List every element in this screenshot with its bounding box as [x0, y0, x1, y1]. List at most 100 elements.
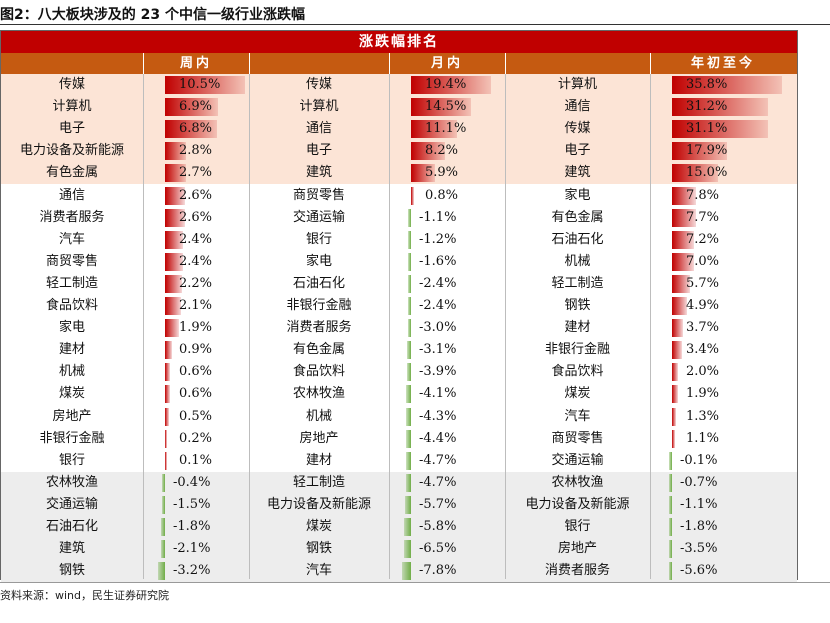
industry-name: 农林牧渔 [292, 386, 345, 402]
industry-name: 电子 [58, 121, 85, 137]
table-row: 计算机 6.9% 计算机 14.5% 通信 31.2% [1, 96, 797, 119]
value-cell: 6.8% [143, 118, 249, 140]
value-cell: 4.9% [650, 295, 797, 317]
value-label: -1.5% [173, 496, 211, 512]
industry-name: 煤炭 [305, 519, 332, 534]
source-note: 资料来源：wind，民生证券研究院 [0, 589, 170, 602]
industry-name: 计算机 [299, 99, 339, 115]
table-row: 石油石化 -1.8% 煤炭 -5.8% 银行 -1.8% [1, 516, 797, 538]
negative-bar [404, 495, 411, 514]
title-rule [0, 24, 830, 25]
value-cell: -5.6% [650, 560, 797, 582]
industry-name: 农林牧渔 [551, 474, 604, 490]
value-label: -3.1% [419, 342, 457, 358]
positive-bar [672, 341, 683, 360]
positive-bar [672, 230, 695, 249]
table-row: 通信 2.6% 商贸零售 0.8% 家电 7.8% [1, 185, 797, 207]
value-cell: -1.1% [650, 494, 797, 516]
industry-name: 石油石化 [292, 275, 345, 291]
negative-bar [669, 451, 672, 470]
header-divider [505, 53, 506, 74]
value-label: 7.0% [686, 253, 720, 269]
positive-bar [672, 319, 684, 338]
positive-bar [165, 230, 184, 249]
value-cell: 0.5% [143, 406, 249, 428]
industry-name: 传媒 [564, 121, 591, 137]
value-label: 0.8% [425, 187, 459, 203]
value-cell: 35.8% [650, 74, 797, 96]
negative-bar [669, 495, 672, 514]
value-cell: -0.7% [650, 472, 797, 494]
value-cell: 2.4% [143, 229, 249, 251]
value-cell: 1.9% [650, 383, 797, 405]
positive-bar [411, 98, 471, 117]
value-label: -3.2% [173, 563, 211, 579]
industry-name: 通信 [305, 121, 332, 137]
value-label: 3.7% [686, 320, 720, 336]
value-cell: 8.2% [389, 140, 505, 162]
value-cell: 7.8% [650, 185, 797, 207]
positive-bar [165, 429, 167, 448]
value-label: 2.7% [179, 165, 213, 181]
industry-name: 建筑 [58, 541, 85, 557]
table-row: 有色金属 2.7% 建筑 5.9% 建筑 15.0% [1, 162, 797, 185]
value-label: -5.6% [680, 563, 718, 579]
industry-name: 汽车 [58, 231, 85, 247]
value-label: 7.8% [686, 187, 720, 203]
positive-bar [165, 319, 180, 338]
industry-name: 银行 [564, 519, 591, 534]
value-label: -5.7% [419, 496, 457, 512]
negative-bar [408, 274, 411, 293]
industry-name: 家电 [564, 187, 591, 203]
positive-bar [672, 407, 676, 426]
value-cell: -6.5% [389, 538, 505, 560]
value-cell: 2.0% [650, 361, 797, 383]
industry-name: 有色金属 [551, 209, 604, 225]
value-label: -3.9% [419, 364, 457, 380]
value-label: 2.6% [179, 209, 213, 225]
positive-bar [165, 142, 187, 161]
ranking-table: 涨跌幅排名 周内 月内 年初至今 传媒 10.5% 传媒 19.4% 计算机 35.8% 计… [0, 30, 798, 583]
value-cell: 10.5% [143, 74, 249, 96]
table-row: 非银行金融 0.2% 房地产 -4.4% 商贸零售 1.1% [1, 428, 797, 450]
industry-name: 房地产 [52, 408, 92, 424]
industry-name: 煤炭 [58, 386, 85, 402]
bottom-rule [0, 582, 830, 583]
value-label: -1.8% [680, 519, 718, 534]
negative-bar [408, 208, 411, 227]
value-cell: 1.9% [143, 317, 249, 339]
industry-name: 农林牧渔 [45, 474, 98, 490]
industry-name: 食品饮料 [45, 298, 98, 313]
industry-name: 汽车 [305, 563, 332, 579]
industry-name: 轻工制造 [292, 474, 345, 490]
value-label: 6.8% [179, 121, 213, 137]
value-label: 7.7% [686, 209, 720, 225]
industry-name: 机械 [564, 253, 591, 269]
value-label: 14.5% [425, 99, 467, 115]
value-label: 0.6% [179, 364, 213, 380]
value-label: -0.1% [680, 452, 718, 468]
value-cell: 7.2% [650, 229, 797, 251]
value-label: -3.5% [680, 541, 718, 557]
value-cell: -1.8% [650, 516, 797, 538]
industry-name: 银行 [58, 452, 85, 468]
positive-bar [672, 98, 768, 117]
industry-name: 轻工制造 [551, 275, 604, 291]
value-cell: 17.9% [650, 140, 797, 162]
negative-bar [406, 407, 411, 426]
value-cell: -1.2% [389, 229, 505, 251]
positive-bar [411, 186, 415, 205]
industry-name: 食品饮料 [551, 364, 604, 380]
value-label: -5.8% [419, 519, 457, 534]
industry-name: 轻工制造 [45, 275, 98, 291]
header-row: 周内 月内 年初至今 [1, 53, 797, 74]
positive-bar [672, 274, 690, 293]
value-label: 7.2% [686, 231, 720, 247]
value-label: 2.0% [686, 364, 720, 380]
value-cell: 7.7% [650, 207, 797, 229]
positive-bar [672, 186, 696, 205]
industry-name: 钢铁 [564, 298, 591, 313]
table-row: 建材 0.9% 有色金属 -3.1% 非银行金融 3.4% [1, 339, 797, 361]
value-label: 2.6% [179, 187, 213, 203]
header-divider [143, 53, 144, 74]
